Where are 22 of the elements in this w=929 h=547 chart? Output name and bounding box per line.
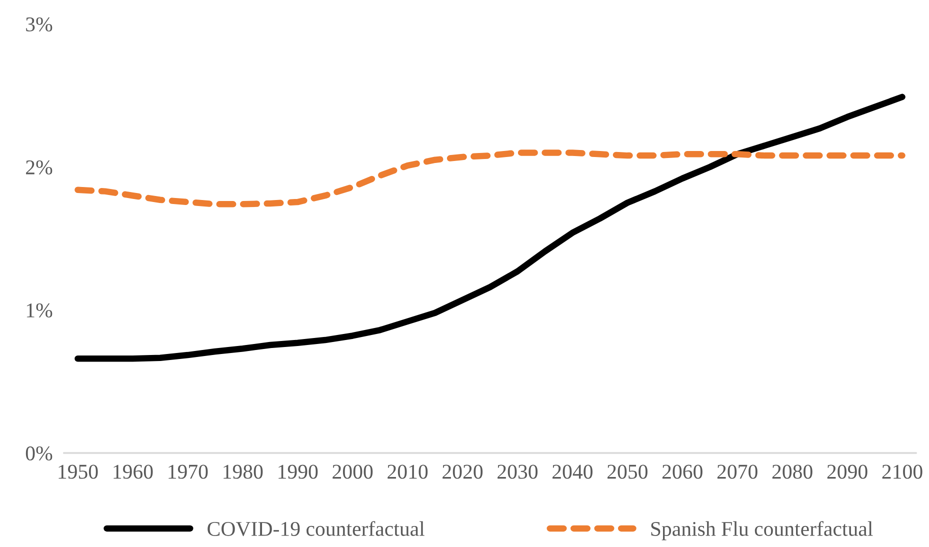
x-tick-label: 2090 (827, 464, 868, 479)
y-tick-label: 1% (26, 303, 52, 318)
y-tick-label: 2% (26, 160, 52, 174)
x-tick-label: 1970 (168, 464, 208, 479)
y-tick-label: 0% (26, 446, 52, 460)
legend-label: COVID-19 counterfactual (208, 521, 424, 536)
x-tick-label: 2040 (552, 464, 592, 479)
x-tick-label: 2020 (442, 464, 483, 479)
x-tick-label: 2080 (772, 464, 812, 479)
x-tick-label: 2100 (882, 464, 922, 479)
legend-label: Spanish Flu counterfactual (651, 521, 873, 540)
x-tick-label: 2000 (332, 464, 373, 479)
x-tick-label: 1960 (114, 464, 153, 479)
y-tick-label: 3% (26, 17, 52, 32)
x-tick-label: 1990 (278, 464, 318, 479)
x-tick-label: 1950 (58, 464, 98, 479)
x-tick-label: 2050 (608, 464, 648, 479)
x-tick-label: 2070 (717, 464, 758, 479)
x-tick-label: 2010 (388, 464, 428, 479)
x-tick-label: 2030 (498, 464, 538, 479)
x-tick-label: 1980 (224, 464, 263, 479)
x-tick-label: 2060 (662, 464, 702, 479)
